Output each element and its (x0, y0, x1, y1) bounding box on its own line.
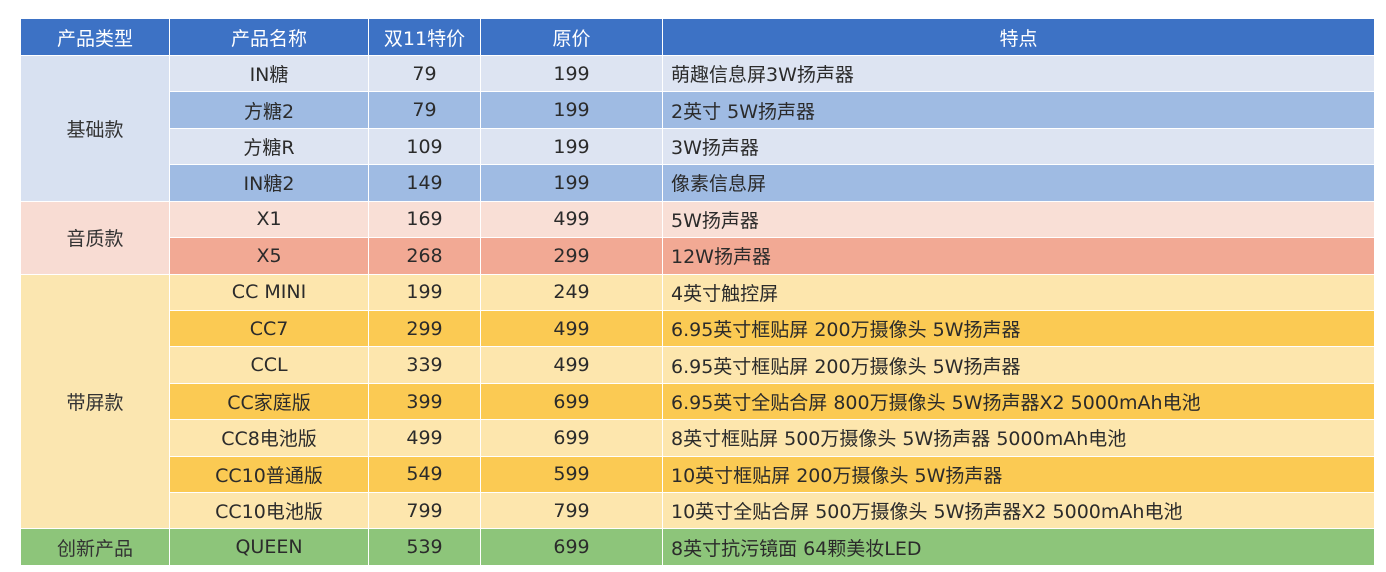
product-name-cell: X5 (169, 237, 369, 275)
table-row: CC7 299 499 6.95英寸框贴屏 200万摄像头 5W扬声器 (21, 309, 1375, 348)
table-row: CCL 339 499 6.95英寸框贴屏 200万摄像头 5W扬声器 (21, 346, 1375, 384)
table-row: 基础款 IN糖 79 199 萌趣信息屏3W扬声器 (20, 54, 1375, 202)
header-row: 产品类型 产品名称 双11特价 原价 特点 (20, 18, 1375, 56)
product-name-cell: CC10电池版 (169, 492, 369, 530)
feature-cell: 8英寸抗污镜面 64颗美妆LED (662, 528, 1375, 566)
product-name-cell: IN糖2 (169, 164, 369, 202)
header-features: 特点 (662, 18, 1375, 56)
sale-price-cell: 199 (368, 273, 481, 311)
product-table: 产品类型 产品名称 双11特价 原价 特点 基础款 IN糖 79 199 萌趣信息屏3W… (20, 18, 1375, 566)
feature-cell: 像素信息屏 (662, 164, 1375, 202)
header-original-price: 原价 (480, 18, 663, 56)
category-cell: 带屏款 (20, 273, 170, 530)
table-row: CC10电池版 799 799 10英寸全贴合屏 500万摄像头 5W扬声器X2 50… (21, 492, 1375, 530)
table-row: 创新产品 QUEEN 539 699 8英寸抗污镜面 64颗美妆LED (20, 528, 1375, 566)
table-body: 基础款 IN糖 79 199 萌趣信息屏3W扬声器 方糖2 79 199 2英寸 5W扬声器 方糖… (20, 54, 1375, 566)
feature-cell: 10英寸框贴屏 200万摄像头 5W扬声器 (662, 455, 1375, 494)
product-name-cell: 方糖R (169, 127, 369, 166)
original-price-cell: 199 (480, 54, 663, 93)
sale-price-cell: 299 (368, 309, 481, 348)
original-price-cell: 599 (480, 455, 663, 494)
sale-price-cell: 549 (368, 455, 481, 494)
product-name-cell: CC家庭版 (169, 382, 369, 421)
original-price-cell: 499 (480, 346, 663, 384)
table-row: 带屏款 CC MINI 199 249 4英寸触控屏 (20, 273, 1375, 530)
original-price-cell: 699 (480, 419, 663, 457)
original-price-cell: 199 (480, 127, 663, 166)
table-row: CC10普通版 549 599 10英寸框贴屏 200万摄像头 5W扬声器 (21, 455, 1375, 494)
feature-cell: 3W扬声器 (662, 127, 1375, 166)
sale-price-cell: 799 (368, 492, 481, 530)
feature-cell: 8英寸框贴屏 500万摄像头 5W扬声器 5000mAh电池 (662, 419, 1375, 457)
original-price-cell: 699 (480, 382, 663, 421)
table-row: CC家庭版 399 699 6.95英寸全贴合屏 800万摄像头 5W扬声器X2 50… (21, 382, 1375, 421)
product-name-cell: CC7 (169, 309, 369, 348)
original-price-cell: 299 (480, 237, 663, 275)
product-name-cell: QUEEN (169, 528, 369, 566)
feature-cell: 4英寸触控屏 (662, 273, 1375, 311)
table-row: 音质款 X1 169 499 5W扬声器 (20, 200, 1375, 275)
sale-price-cell: 79 (368, 91, 481, 129)
category-cell: 基础款 (20, 55, 170, 202)
table-row: 方糖R 109 199 3W扬声器 (21, 127, 1375, 166)
sale-price-cell: 169 (368, 200, 481, 239)
sale-price-cell: 109 (368, 127, 481, 166)
product-name-cell: 方糖2 (169, 91, 369, 129)
original-price-cell: 199 (480, 164, 663, 202)
feature-cell: 6.95英寸框贴屏 200万摄像头 5W扬声器 (662, 346, 1375, 384)
product-name-cell: IN糖 (169, 54, 369, 93)
product-name-cell: CC10普通版 (169, 455, 369, 494)
original-price-cell: 499 (480, 309, 663, 348)
product-name-cell: X1 (169, 200, 369, 239)
sale-price-cell: 399 (368, 382, 481, 421)
product-name-cell: CCL (169, 346, 369, 384)
header-product-name: 产品名称 (169, 18, 369, 56)
feature-cell: 12W扬声器 (662, 237, 1375, 275)
header-category: 产品类型 (20, 18, 170, 56)
feature-cell: 2英寸 5W扬声器 (662, 91, 1375, 129)
table-row: IN糖2 149 199 像素信息屏 (21, 164, 1375, 202)
feature-cell: 萌趣信息屏3W扬声器 (662, 54, 1375, 93)
sale-price-cell: 268 (368, 237, 481, 275)
feature-cell: 5W扬声器 (662, 200, 1375, 239)
sale-price-cell: 539 (368, 528, 481, 566)
table-row: CC8电池版 499 699 8英寸框贴屏 500万摄像头 5W扬声器 5000mAh… (21, 419, 1375, 457)
product-name-cell: CC MINI (169, 273, 369, 311)
product-name-cell: CC8电池版 (169, 419, 369, 457)
original-price-cell: 799 (480, 492, 663, 530)
feature-cell: 10英寸全贴合屏 500万摄像头 5W扬声器X2 5000mAh电池 (662, 492, 1375, 530)
category-cell: 音质款 (20, 200, 170, 275)
sale-price-cell: 499 (368, 419, 481, 457)
original-price-cell: 249 (480, 273, 663, 311)
sale-price-cell: 339 (368, 346, 481, 384)
feature-cell: 6.95英寸框贴屏 200万摄像头 5W扬声器 (662, 309, 1375, 348)
table-row: 方糖2 79 199 2英寸 5W扬声器 (21, 91, 1375, 129)
header-sale-price: 双11特价 (368, 18, 481, 56)
table-row: X5 268 299 12W扬声器 (21, 237, 1375, 275)
original-price-cell: 499 (480, 200, 663, 239)
original-price-cell: 199 (480, 91, 663, 129)
sale-price-cell: 149 (368, 164, 481, 202)
category-cell: 创新产品 (20, 528, 170, 566)
feature-cell: 6.95英寸全贴合屏 800万摄像头 5W扬声器X2 5000mAh电池 (662, 382, 1375, 421)
sale-price-cell: 79 (368, 54, 481, 93)
original-price-cell: 699 (480, 528, 663, 566)
